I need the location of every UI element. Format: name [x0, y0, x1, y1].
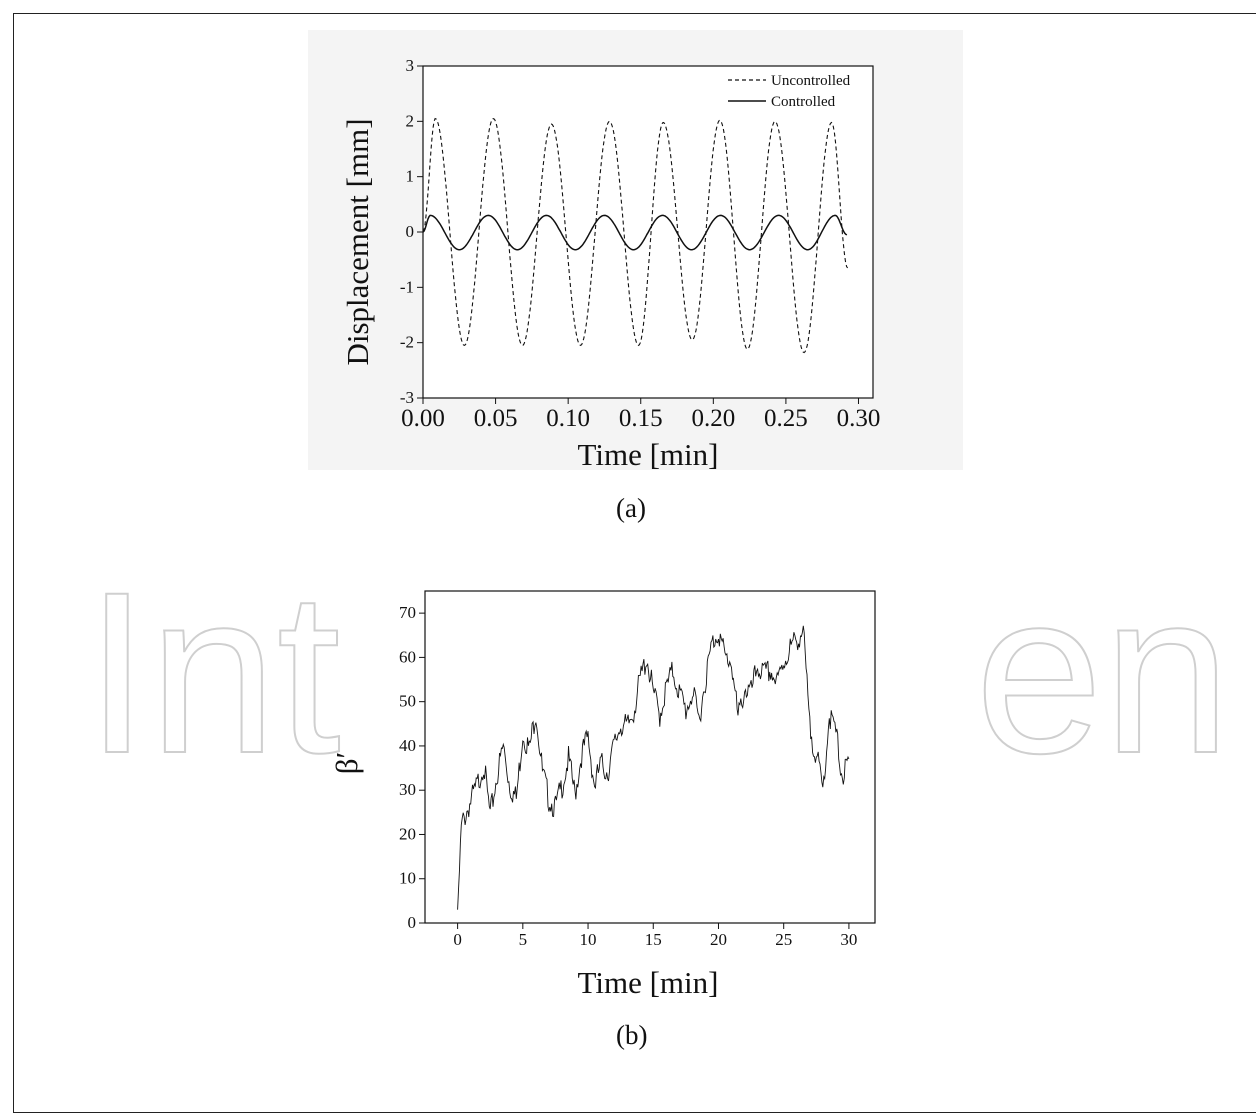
chart-a-series-group [422, 117, 849, 354]
watermark: Int en [84, 543, 1232, 802]
y-tick-label: 0 [406, 222, 415, 241]
chart-a-x-axis: 0.00 0.05 0.10 0.15 0.20 0.25 0.30 [401, 398, 880, 432]
y-tick-label: 50 [399, 692, 416, 711]
series-line-uncontrolled [422, 117, 849, 354]
y-tick-label: 0 [408, 913, 417, 932]
x-tick-label: 30 [840, 930, 857, 949]
chart-b-y-axis-label: β′ [329, 752, 364, 775]
x-tick-label: 5 [519, 930, 528, 949]
x-tick-label: 0.25 [764, 405, 808, 432]
chart-a: 0.00 0.05 0.10 0.15 0.20 0.25 0.30 -3-2-10123 … [308, 30, 963, 472]
x-tick-label: 0.20 [691, 405, 735, 432]
y-tick-label: 1 [406, 167, 415, 186]
caption-b: (b) [616, 1020, 648, 1050]
x-tick-label: 15 [645, 930, 662, 949]
x-tick-label: 0.10 [546, 405, 590, 432]
chart-a-legend: Uncontrolled Controlled [728, 73, 851, 110]
caption-a: (a) [616, 493, 646, 523]
watermark-right-text: en [975, 544, 1231, 801]
chart-a-y-axis-label: Displacement [mm] [340, 118, 375, 365]
chart-a-x-axis-label: Time [min] [578, 437, 719, 472]
series-line-controlled [422, 214, 848, 251]
legend-label-uncontrolled: Uncontrolled [771, 73, 851, 89]
y-tick-label: 20 [399, 824, 416, 843]
watermark-left-text: Int [85, 544, 341, 801]
x-tick-label: 20 [710, 930, 727, 949]
x-tick-label: 0.00 [401, 405, 445, 432]
y-tick-label: 60 [399, 647, 416, 666]
chart-b-x-axis: 0 5 10 15 20 25 30 [453, 923, 857, 949]
chart-a-y-axis: -3 -2 -1 0 1 2 3 [400, 56, 423, 407]
legend-label-controlled: Controlled [771, 94, 836, 110]
x-tick-label: 0.05 [474, 405, 518, 432]
x-tick-label: 25 [775, 930, 792, 949]
chart-b-plot-area [424, 590, 876, 924]
x-tick-label: 0.30 [837, 405, 881, 432]
x-tick-label: 0.15 [619, 405, 663, 432]
y-tick-label: 3 [406, 56, 415, 75]
y-tick-label: 40 [399, 736, 416, 755]
x-tick-label: 0 [453, 930, 462, 949]
chart-b-x-axis-label: Time [min] [578, 965, 719, 1000]
y-tick-label: 30 [399, 780, 416, 799]
x-tick-label: 10 [580, 930, 597, 949]
chart-b-y-axis: 0 10 20 30 40 50 60 70 [399, 603, 425, 932]
series-line-beta-prime [457, 625, 850, 910]
y-tick-label: 70 [399, 603, 416, 622]
y-tick-label: -3 [400, 388, 414, 407]
chart-b-series-group [457, 625, 850, 910]
y-tick-label: 2 [406, 111, 415, 130]
y-tick-label: 10 [399, 869, 416, 888]
y-tick-label: -1 [400, 277, 414, 296]
y-tick-label: -2 [400, 333, 414, 352]
